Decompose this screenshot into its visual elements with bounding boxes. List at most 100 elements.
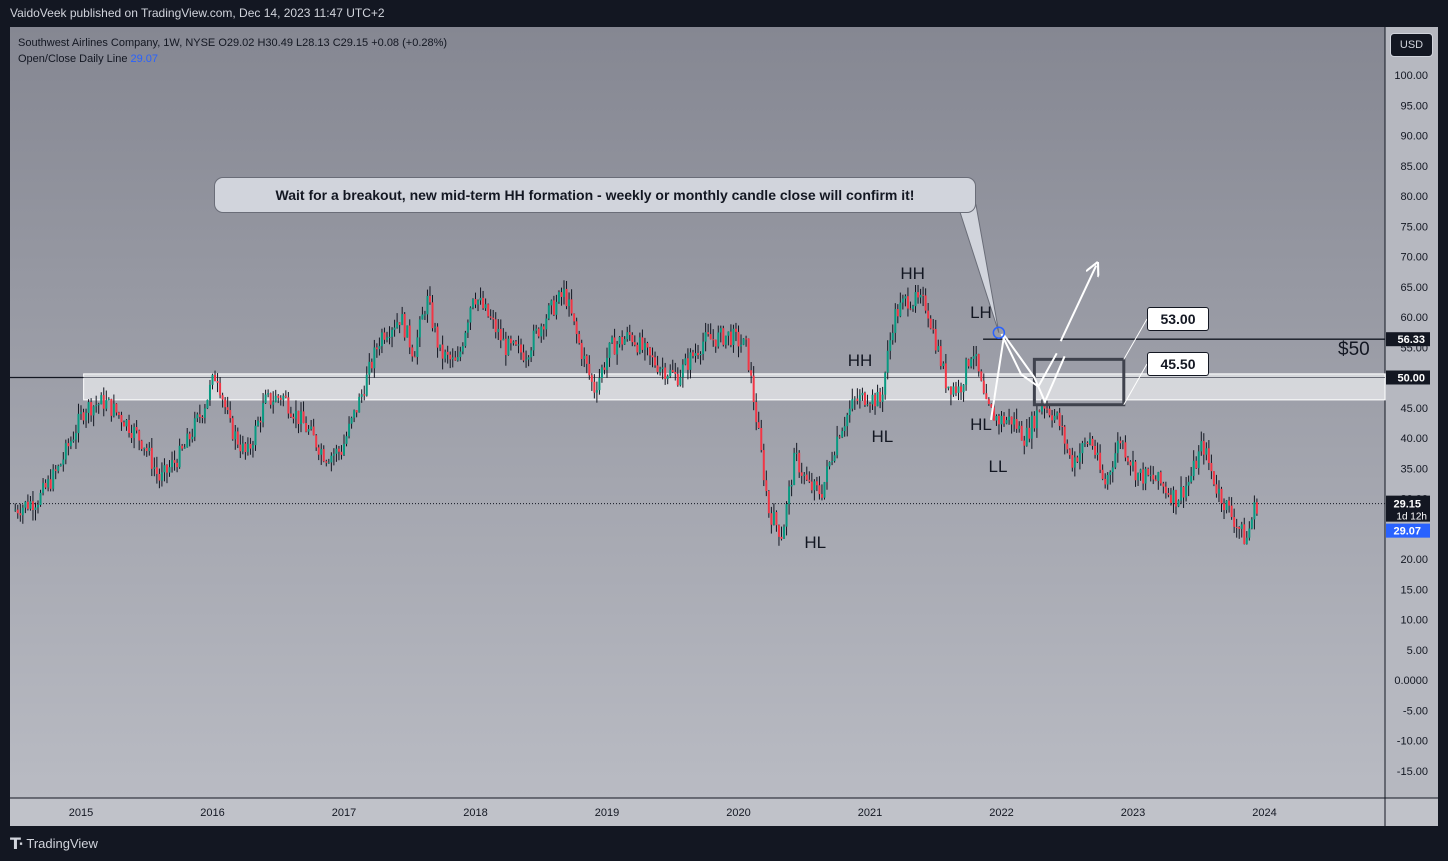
candle-body <box>1038 410 1041 412</box>
candle <box>302 401 305 424</box>
candle <box>1192 450 1195 481</box>
chart[interactable]: 100.00 95.00 90.00 85.00 80.00 75.00 70.00 65.0… <box>0 27 1448 826</box>
candle <box>1104 473 1107 489</box>
candle <box>780 526 783 541</box>
candle <box>358 393 361 413</box>
candle-body <box>686 358 689 370</box>
candle <box>805 466 808 481</box>
candle-body <box>57 466 60 471</box>
candle-body <box>1030 415 1033 439</box>
candle-body <box>848 408 851 415</box>
candle-body <box>34 507 37 511</box>
candle <box>970 356 973 369</box>
candle-body <box>1068 449 1071 456</box>
candle <box>292 413 295 424</box>
candle <box>375 343 378 358</box>
candle-body <box>431 302 434 329</box>
candle <box>917 284 920 304</box>
candle <box>282 393 285 407</box>
candle <box>80 405 82 420</box>
candle <box>385 331 388 343</box>
candle <box>1046 400 1049 414</box>
candle <box>563 280 566 305</box>
candle <box>421 306 424 320</box>
candle-body <box>201 416 204 418</box>
candle <box>441 335 444 370</box>
candle-body <box>504 338 507 356</box>
candle-body <box>267 393 270 395</box>
y-tick-label: 20.00 <box>1400 554 1428 566</box>
y-tick-label: 45.00 <box>1400 403 1428 415</box>
candle-body <box>992 407 995 421</box>
candle-body <box>1089 438 1092 444</box>
y-tick-label: 80.00 <box>1400 191 1428 203</box>
candle <box>1159 470 1162 486</box>
y-tick-label: 65.00 <box>1400 282 1428 294</box>
candle-body <box>393 327 396 330</box>
candle-body <box>370 361 373 369</box>
level-connector-53 <box>1123 318 1148 360</box>
candle <box>1215 474 1218 498</box>
indicator-value: 29.07 <box>130 53 159 65</box>
candle <box>1078 443 1081 470</box>
candle-body <box>1083 442 1086 444</box>
candle <box>411 344 414 362</box>
candle-body <box>623 339 626 345</box>
candle-body <box>317 447 320 455</box>
candle <box>922 286 925 307</box>
candle-body <box>929 318 932 329</box>
candle-body <box>133 427 136 439</box>
candle <box>820 484 823 501</box>
candle-body <box>1167 493 1170 495</box>
candle <box>570 289 573 316</box>
candle <box>815 476 818 492</box>
candle <box>330 452 333 472</box>
candle <box>603 362 606 375</box>
candle <box>1081 440 1084 464</box>
candle-body <box>39 492 42 505</box>
candle <box>254 419 257 451</box>
candle <box>1238 526 1241 539</box>
candle-body <box>889 340 892 351</box>
candle <box>651 347 654 368</box>
candle <box>1147 467 1150 477</box>
candle <box>874 392 877 415</box>
candle-body <box>861 392 864 396</box>
candle <box>593 374 596 399</box>
candle-body <box>871 394 874 405</box>
candle <box>1223 498 1226 520</box>
candle <box>863 391 866 408</box>
candle-body <box>1157 472 1160 481</box>
candle <box>183 443 186 449</box>
candle-body <box>952 386 955 395</box>
candle <box>431 295 434 332</box>
candle <box>1248 521 1251 541</box>
candle-body <box>924 295 927 311</box>
candle-body <box>1040 404 1043 412</box>
candle <box>388 326 391 345</box>
price-label-50-bg <box>1386 370 1430 385</box>
candle <box>59 463 62 467</box>
candle <box>337 445 340 461</box>
candle <box>1180 476 1183 505</box>
currency-button[interactable]: USD <box>1390 33 1433 57</box>
candle-body <box>813 481 816 491</box>
candle <box>772 503 775 526</box>
candle <box>353 409 356 423</box>
candle-body <box>1190 476 1193 482</box>
price-label-56: 56.33 <box>1397 334 1425 346</box>
candle-body <box>1035 410 1038 429</box>
candle-body <box>1164 486 1167 494</box>
candle-body <box>674 371 677 374</box>
candle-body <box>421 314 424 320</box>
candle-body <box>552 300 555 315</box>
candle-body <box>489 316 492 318</box>
candle-body <box>208 384 211 400</box>
candle <box>555 294 558 320</box>
candle-body <box>67 443 70 447</box>
candle <box>289 406 292 418</box>
candle <box>1200 431 1203 456</box>
candle <box>310 420 313 431</box>
candle-body <box>1253 502 1256 520</box>
candle-body <box>92 406 95 416</box>
